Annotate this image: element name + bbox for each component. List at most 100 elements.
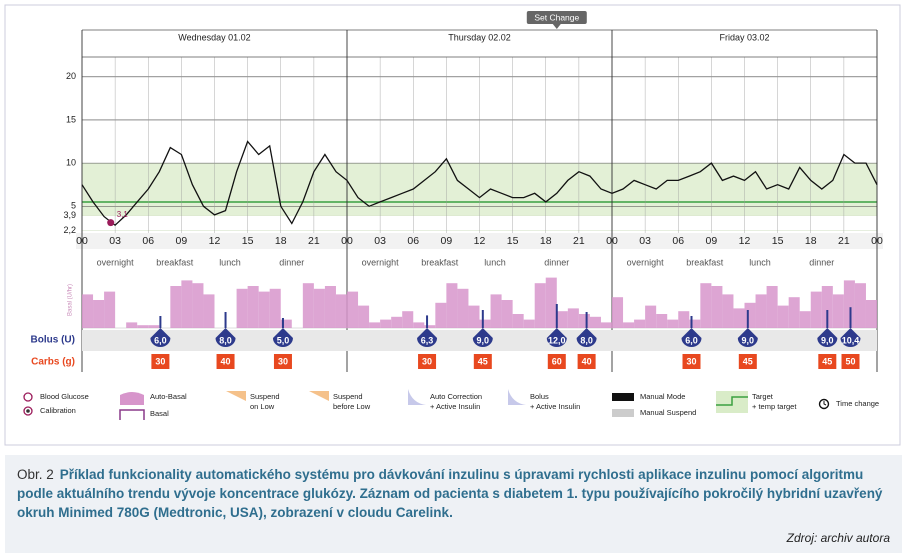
legend-item: Manual Suspend [612,408,696,417]
legend-icon [508,389,526,405]
basal-bar [545,277,557,328]
carbs-marker [216,354,235,369]
legend-text: + Active Insulin [530,402,580,411]
basal-bar [799,311,811,328]
basal-bar [623,322,635,328]
legend-text: Auto-Basal [150,392,187,401]
source: Zdroj: archiv autora [786,531,890,545]
x-tick-label: 06 [407,235,419,247]
basal-bar [457,288,469,328]
basal-bar [424,325,436,328]
carbs-marker [151,354,170,369]
basal-bar [280,319,292,328]
carbs-value: 45 [743,356,753,366]
basal-bar [733,308,745,328]
basal-bar [722,294,734,328]
legend-icon [818,398,830,410]
basal-bar [534,283,546,328]
bolus-label: Bolus (U) [31,335,75,346]
basal-bar [854,283,866,328]
basal-bar [258,291,270,328]
basal-bar [556,311,568,328]
bolus-value: 5,0 [277,335,290,345]
y-tick-label: 2,2 [63,225,76,235]
basal-bar [468,305,480,328]
legend-icon [408,389,426,405]
carbs-value: 40 [582,356,592,366]
legend-text: Suspend [333,392,363,401]
legend-icon [716,396,748,406]
legend-text: Calibration [40,406,76,415]
basal-bar [589,316,601,328]
period-label: overnight [627,257,665,267]
x-tick-label: 15 [507,235,519,247]
basal-bar [302,283,314,328]
legend-icon [23,392,33,402]
basal-bar [777,305,789,328]
basal-bar [269,288,281,328]
x-tick-label: 15 [242,235,254,247]
basal-bar [512,314,524,328]
bolus-marker [817,328,838,347]
basal-bar [523,319,535,328]
basal-bar [766,286,778,328]
period-label: breakfast [156,257,194,267]
calibration-point [107,219,115,227]
basal-bar [689,319,701,328]
legend-text: + Active Insulin [430,402,480,411]
carbs-marker [682,354,701,369]
basal-bar [645,305,657,328]
bolus-value: 9,0 [477,335,490,345]
x-tick-label: 03 [639,235,651,247]
basal-bar [391,316,403,328]
legend-item: Calibration [23,406,76,416]
bolus-marker [546,328,567,347]
basal-bar [148,325,160,328]
carbs-marker [738,354,757,369]
x-tick-label: 15 [772,235,784,247]
basal-bar [490,294,502,328]
legend-icon [226,391,246,401]
basal-bar [203,294,215,328]
legend-text: Suspend [250,392,280,401]
basal-bar [369,322,381,328]
basal-bar [82,294,94,328]
legend-item: Manual Mode [612,392,685,401]
carbs-value: 45 [822,356,832,366]
basal-bar [700,283,712,328]
figure-label: Obr. 2 [17,467,54,482]
x-tick-label: 18 [275,235,287,247]
legend-item: Time change [818,398,879,410]
basal-bar [821,286,833,328]
basal-bar [634,319,646,328]
basal-bar [324,286,336,328]
x-tick-label: 12 [739,235,751,247]
legend-icon [309,391,329,401]
carbs-marker [418,354,437,369]
legend-item: Blood Glucose [23,392,89,402]
period-label: lunch [749,257,771,267]
set-change-label: Set Change [534,12,579,22]
set-change-pointer [552,24,561,29]
y-tick-label: 20 [66,71,76,81]
basal-bar [402,311,414,328]
bolus-value: 6,0 [154,335,167,345]
bolus-value: 9,0 [821,335,834,345]
basal-bar [656,314,668,328]
period-label: breakfast [421,257,459,267]
legend-icon [612,409,634,417]
x-tick-label: 21 [838,235,850,247]
carbs-value: 45 [478,356,488,366]
legend-text: Blood Glucose [40,392,89,401]
bolus-marker [737,328,758,347]
day-label: Wednesday 01.02 [178,32,250,42]
bolus-value: 9,0 [742,335,755,345]
bolus-marker [215,328,236,347]
carbs-marker [818,354,837,369]
carbs-marker [547,354,566,369]
carbs-value: 40 [221,356,231,366]
legend-text: + temp target [752,402,797,411]
x-tick-label: 06 [142,235,154,247]
